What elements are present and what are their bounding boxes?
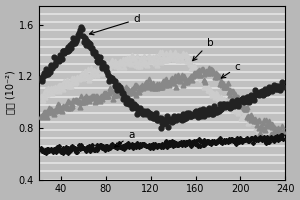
- Text: c: c: [221, 62, 241, 78]
- Text: a: a: [115, 130, 135, 147]
- Text: b: b: [193, 38, 213, 61]
- Text: d: d: [89, 14, 140, 35]
- Y-axis label: 内耗 (10⁻²): 内耗 (10⁻²): [6, 71, 16, 114]
